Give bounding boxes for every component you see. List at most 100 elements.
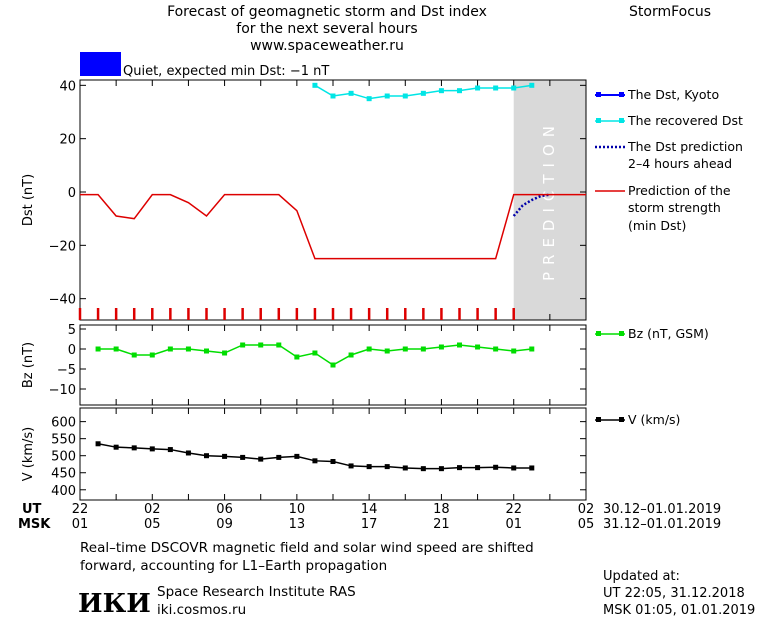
data-point — [222, 453, 228, 459]
msk-tick-label: 17 — [361, 517, 378, 532]
data-point — [185, 450, 191, 456]
data-point — [312, 458, 318, 464]
data-point — [149, 352, 155, 358]
legend-item-min-dst: Prediction of the storm strength (min Ds… — [595, 183, 731, 233]
ut-axis-label: UT — [22, 502, 42, 517]
msk-tick-label: 01 — [505, 517, 522, 532]
data-point — [131, 352, 137, 358]
iki-logo: ИКИ — [78, 589, 151, 619]
data-point — [457, 465, 462, 471]
ut-tick-label: 06 — [216, 502, 233, 517]
data-point — [185, 346, 191, 352]
legend-label-v: V (km/s) — [628, 412, 680, 427]
data-point — [457, 342, 462, 348]
data-point — [258, 342, 264, 348]
brand-name: StormFocus — [629, 4, 711, 20]
ut-tick-label: 22 — [505, 502, 522, 517]
data-point — [348, 352, 354, 358]
data-point — [204, 348, 209, 354]
msk-date-range: 31.12–01.01.2019 — [603, 517, 721, 532]
msk-axis-label: MSK — [18, 517, 51, 532]
dst-panel: PREDICTION 40 20 0 −20 −40 Dst (nT) — [21, 79, 587, 321]
msk-tick-label: 21 — [433, 517, 450, 532]
ut-tick-label: 22 — [72, 502, 89, 517]
series-line-3 — [80, 193, 586, 260]
status-color-swatch — [80, 52, 121, 76]
data-point — [222, 350, 228, 356]
data-point — [511, 348, 517, 354]
y-tick-label: 450 — [51, 467, 76, 482]
ut-tick-label: 02 — [578, 502, 595, 517]
ut-date-range: 30.12–01.01.2019 — [603, 502, 721, 517]
msk-tick-label: 01 — [72, 517, 89, 532]
data-point — [493, 85, 499, 91]
updated-msk: MSK 01:05, 01.01.2019 — [603, 603, 755, 618]
data-point — [95, 441, 101, 447]
data-point — [330, 458, 336, 464]
y-axis-label: V (km/s) — [21, 427, 36, 482]
footnote-line1: Real–time DSCOVR magnetic field and sola… — [80, 540, 534, 556]
y-tick-label: 400 — [51, 484, 76, 499]
y-tick-label: −10 — [49, 383, 76, 398]
ut-tick-label: 02 — [144, 502, 161, 517]
series-line-2 — [512, 193, 551, 217]
legend-label-bz: Bz (nT, GSM) — [628, 326, 709, 341]
data-point — [167, 346, 173, 352]
ut-tick-label: 14 — [361, 502, 378, 517]
footnote-line2: forward, accounting for L1–Earth propaga… — [80, 558, 387, 574]
y-axis-label: Dst (nT) — [21, 174, 36, 226]
data-point — [402, 346, 408, 352]
chart-title-url[interactable]: www.spaceweather.ru — [250, 38, 404, 54]
time-axis: 22 02 06 10 14 18 22 02 01 05 09 13 17 21 01 05 — [72, 502, 595, 532]
y-tick-label: −40 — [49, 293, 76, 308]
data-point — [384, 348, 390, 354]
msk-tick-label: 09 — [216, 517, 233, 532]
data-point — [475, 465, 481, 471]
legend-item-prediction-2-4h: The Dst prediction 2–4 hours ahead — [595, 139, 743, 171]
updated-label: Updated at: — [603, 569, 680, 584]
data-point — [529, 465, 535, 471]
y-tick-label: 40 — [59, 79, 76, 94]
legend-item-kyoto: The Dst, Kyoto — [595, 87, 719, 102]
y-tick-label: 500 — [51, 450, 76, 465]
status-text: Quiet, expected min Dst: −1 nT — [123, 64, 329, 79]
prediction-label: PREDICTION — [540, 119, 558, 281]
msk-tick-label: 05 — [144, 517, 161, 532]
panel-frame — [79, 79, 587, 321]
data-point — [366, 96, 372, 102]
data-point — [204, 453, 209, 459]
data-point — [475, 344, 481, 350]
chart-title-line1: Forecast of geomagnetic storm and Dst in… — [167, 4, 487, 20]
data-point — [366, 346, 372, 352]
legend-label-prediction-line2: 2–4 hours ahead — [628, 156, 732, 171]
data-point — [276, 342, 282, 348]
y-tick-label: −5 — [57, 363, 76, 378]
legend-label-prediction-line1: The Dst prediction — [627, 139, 743, 154]
data-point — [475, 85, 481, 91]
legend-label-recovered: The recovered Dst — [627, 113, 743, 128]
data-point — [420, 90, 426, 96]
legend-item-recovered: The recovered Dst — [595, 113, 743, 128]
legend-dst: The Dst, Kyoto The recovered Dst The Dst… — [595, 87, 743, 233]
y-tick-label: 20 — [59, 133, 76, 148]
data-point — [294, 453, 300, 459]
data-point — [438, 466, 444, 472]
data-point — [330, 93, 336, 99]
data-point — [240, 342, 246, 348]
data-point — [366, 464, 372, 470]
y-tick-label: 5 — [68, 323, 76, 338]
data-point — [95, 346, 101, 352]
legend-label-mindst-line3: (min Dst) — [628, 218, 686, 233]
data-point — [402, 93, 408, 99]
y-tick-label: 0 — [68, 343, 76, 358]
series-line-0 — [97, 443, 532, 470]
data-point — [493, 464, 499, 470]
data-point — [167, 447, 173, 453]
data-point — [493, 346, 499, 352]
data-point — [258, 456, 264, 462]
data-point — [149, 446, 155, 452]
y-tick-label: 600 — [51, 416, 76, 431]
data-point — [511, 85, 517, 91]
institute-site[interactable]: iki.cosmos.ru — [157, 602, 246, 618]
